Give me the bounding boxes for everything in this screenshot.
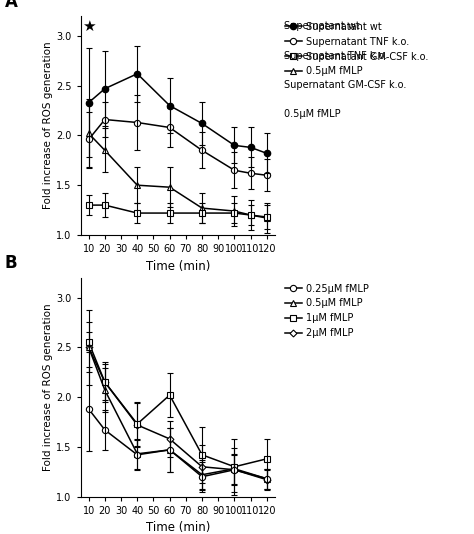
Legend: 0.25μM fMLP, 0.5μM fMLP, 1μM fMLP, 2μM fMLP: 0.25μM fMLP, 0.5μM fMLP, 1μM fMLP, 2μM f…: [283, 282, 370, 339]
Y-axis label: Fold increase of ROS generation: Fold increase of ROS generation: [43, 42, 53, 209]
Text: ★: ★: [82, 19, 95, 34]
X-axis label: Time (min): Time (min): [146, 521, 210, 534]
Text: Supernatant GM-CSF k.o.: Supernatant GM-CSF k.o.: [284, 80, 407, 90]
Text: A: A: [5, 0, 18, 11]
Legend: Supernatant wt, Supernatant TNF k.o., Supernatant GM-CSF k.o., 0.5μM fMLP: Supernatant wt, Supernatant TNF k.o., Su…: [283, 21, 429, 77]
Text: Supernatant TNF k.o.: Supernatant TNF k.o.: [284, 51, 388, 61]
Text: B: B: [5, 254, 18, 272]
X-axis label: Time (min): Time (min): [146, 260, 210, 272]
Y-axis label: Fold increase of ROS generation: Fold increase of ROS generation: [43, 303, 53, 471]
Text: Supernatant wt: Supernatant wt: [284, 21, 360, 32]
Text: 0.5μM fMLP: 0.5μM fMLP: [284, 109, 341, 120]
